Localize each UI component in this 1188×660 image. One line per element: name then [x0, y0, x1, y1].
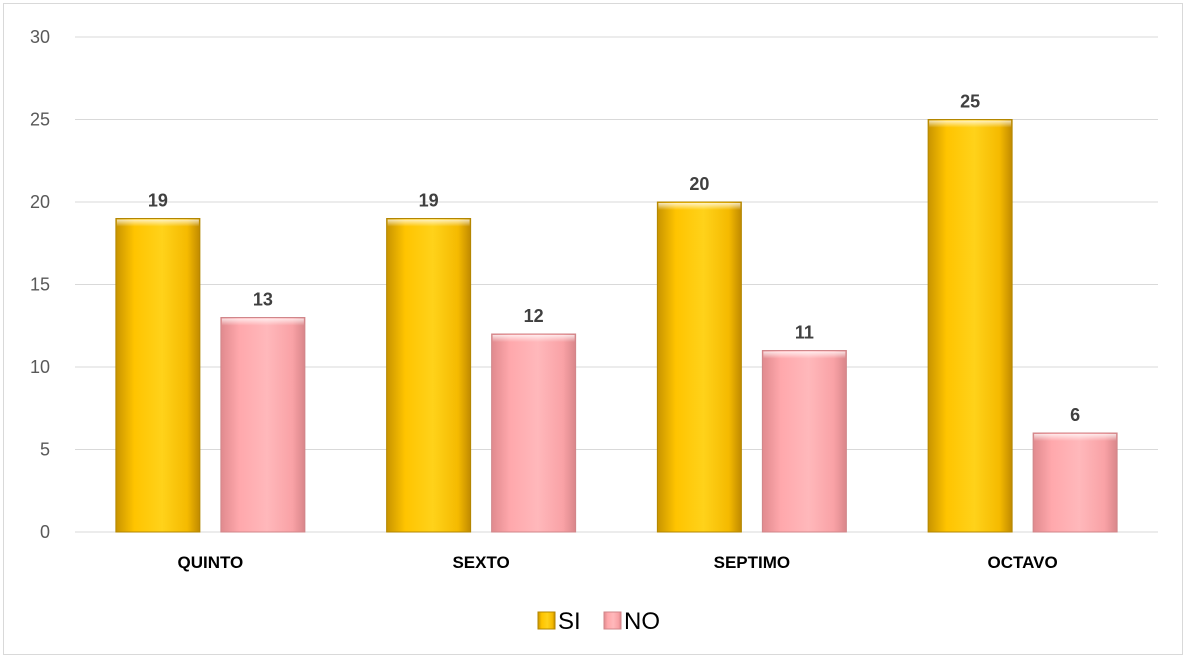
bar-si-sexto — [386, 218, 472, 533]
legend-swatch-no — [603, 611, 622, 630]
y-tick-label: 10 — [30, 357, 50, 377]
bar-si-septimo — [656, 201, 742, 533]
x-axis-category-labels: QUINTO SEXTO SEPTIMO OCTAVO — [177, 553, 1057, 572]
category-label-sexto: SEXTO — [452, 553, 509, 572]
data-label-si-sexto: 19 — [419, 191, 439, 211]
category-label-octavo: OCTAVO — [988, 553, 1058, 572]
category-label-septimo: SEPTIMO — [714, 553, 791, 572]
bar-no-sexto — [491, 333, 577, 533]
data-labels: 19 13 19 12 20 11 25 6 — [148, 92, 1080, 426]
y-tick-label: 25 — [30, 110, 50, 130]
data-label-no-septimo: 11 — [795, 323, 814, 343]
bar-si-quinto — [115, 218, 201, 533]
bars — [115, 119, 1118, 533]
data-label-si-septimo: 20 — [689, 174, 709, 194]
y-tick-label: 20 — [30, 192, 50, 212]
legend-label-si: SI — [558, 608, 581, 635]
data-label-no-sexto: 12 — [524, 306, 544, 326]
y-tick-label: 5 — [40, 440, 50, 460]
legend-swatch-si — [537, 611, 556, 630]
legend-label-no: NO — [624, 608, 660, 635]
y-tick-label: 0 — [40, 522, 50, 542]
data-label-no-quinto: 13 — [253, 290, 273, 310]
y-tick-label: 30 — [30, 27, 50, 47]
category-label-quinto: QUINTO — [177, 553, 243, 572]
data-label-si-quinto: 19 — [148, 191, 168, 211]
legend-item-si: SI — [537, 608, 581, 635]
y-tick-label: 15 — [30, 275, 50, 295]
bar-no-octavo — [1032, 432, 1118, 533]
data-label-si-octavo: 25 — [960, 92, 980, 112]
bar-si-octavo — [927, 119, 1013, 533]
bar-no-quinto — [220, 317, 306, 533]
legend-item-no: NO — [603, 608, 660, 635]
y-axis-tick-labels: 0 5 10 15 20 25 30 — [30, 27, 50, 542]
data-label-no-octavo: 6 — [1070, 405, 1080, 425]
legend: SI NO — [537, 608, 660, 635]
bar-no-septimo — [761, 350, 847, 533]
